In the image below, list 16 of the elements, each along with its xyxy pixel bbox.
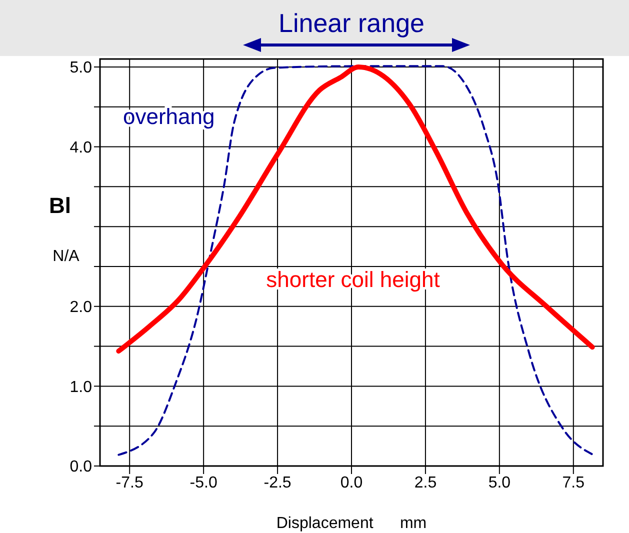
x-axis-title: Displacement mm <box>276 515 427 532</box>
x-tick-label: -5.0 <box>190 474 218 492</box>
x-tick-label: -7.5 <box>116 474 144 492</box>
line-series <box>118 65 594 456</box>
y-tick-label: 0.0 <box>70 458 92 476</box>
y-tick-label: 2.0 <box>70 299 92 316</box>
x-tick-label: 0.0 <box>340 474 363 492</box>
text: Linear range <box>278 8 424 38</box>
y-tick-label: 5.0 <box>70 60 92 77</box>
x-tick-label: 7.5 <box>562 474 585 492</box>
y-tick-label: 1.0 <box>70 378 92 396</box>
text: Bl N/A <box>49 193 80 265</box>
y-tick-label: 4.0 <box>70 139 92 156</box>
x-tick-label: -2.5 <box>264 474 292 492</box>
x-tick-label: 2.5 <box>414 474 437 492</box>
x-tick-label: 5.0 <box>488 474 511 492</box>
